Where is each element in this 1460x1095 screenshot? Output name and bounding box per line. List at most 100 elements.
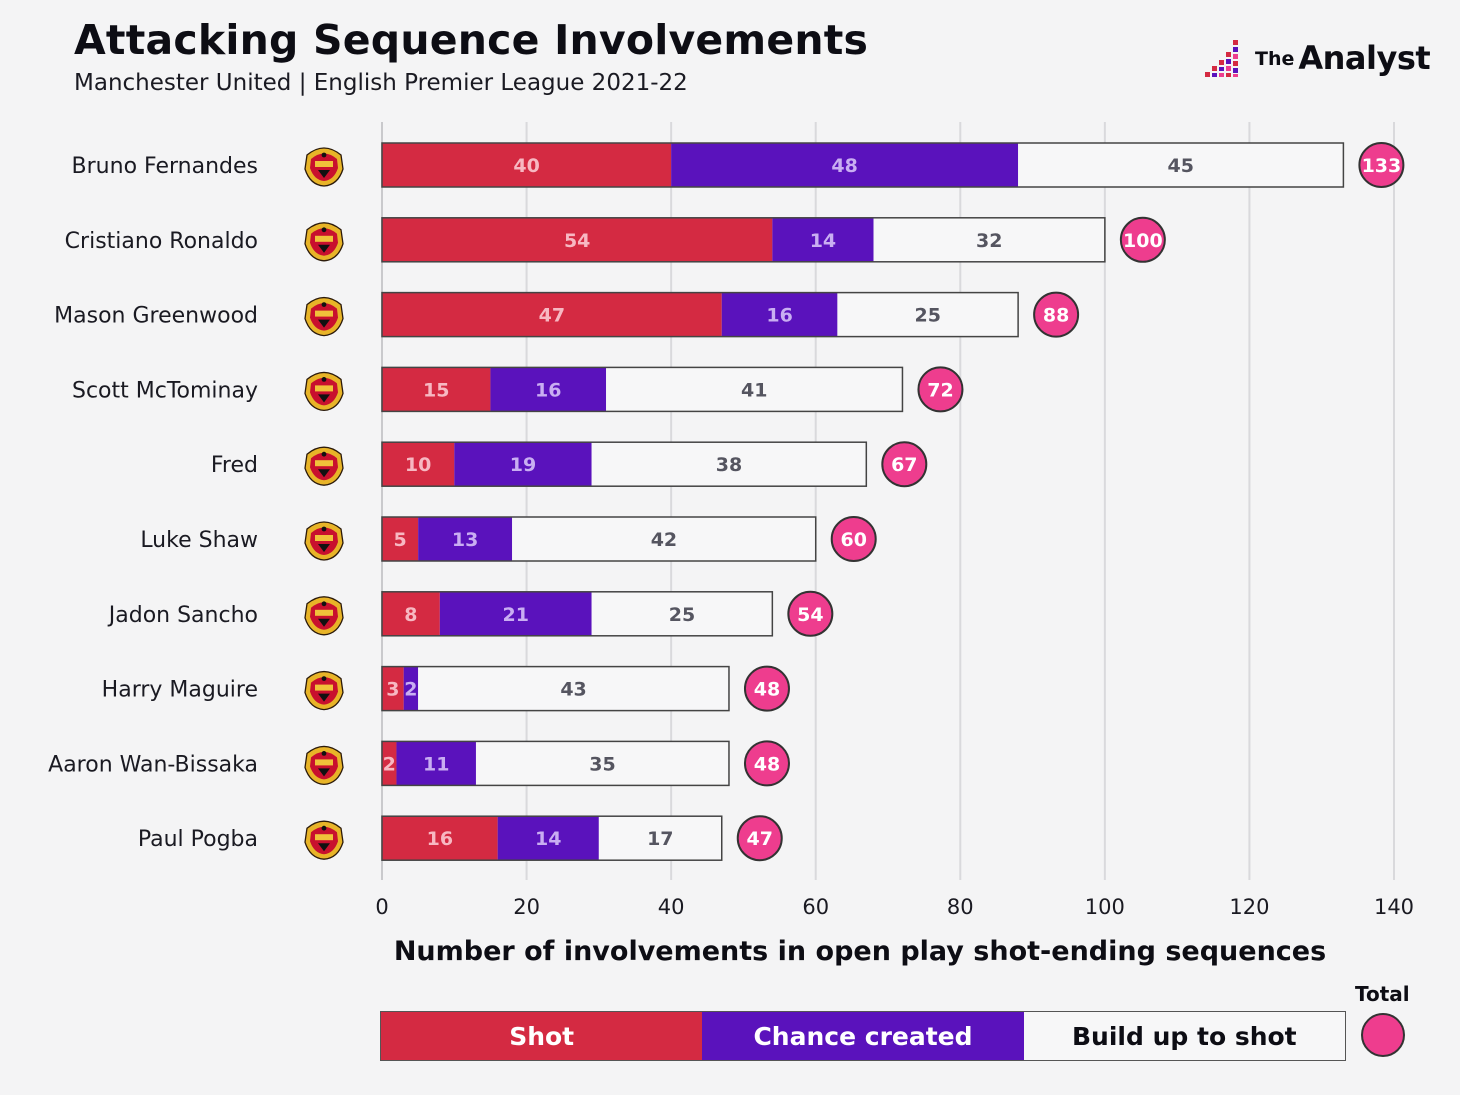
bar-label-build-up: 45 (1168, 155, 1194, 177)
bar-segment-shot (382, 741, 397, 786)
bar-label-build-up: 41 (741, 379, 767, 401)
total-marker (736, 815, 783, 862)
x-tick-label: 100 (1085, 895, 1125, 919)
bar-label-shot: 2 (383, 753, 396, 775)
player-name: Mason Greenwood (54, 304, 258, 329)
bar-outline (381, 591, 774, 637)
bar-label-build-up: 25 (915, 305, 941, 327)
bar-label-build-up: 35 (589, 753, 615, 775)
player-name: Luke Shaw (140, 528, 258, 553)
bar-segment-build-up (512, 517, 816, 561)
bar-label-build-up: 32 (976, 230, 1002, 252)
x-tick-label: 20 (513, 895, 540, 919)
bar-segment-chance-created (490, 367, 607, 412)
man-utd-crest-icon (304, 820, 344, 860)
player-name: Paul Pogba (138, 827, 258, 852)
bar-label-build-up: 43 (560, 679, 586, 701)
bar-segment-chance-created (396, 741, 476, 786)
bar-segment-shot (382, 591, 440, 636)
bar-label-build-up: 42 (651, 529, 677, 551)
bar-segment-chance-created (721, 292, 838, 337)
legend-total-marker (1361, 1013, 1405, 1057)
bar-outline (381, 441, 868, 487)
bar-outline (381, 366, 904, 413)
player-name: Jadon Sancho (107, 603, 258, 628)
player-name: Bruno Fernandes (72, 154, 258, 179)
bar-segment-chance-created (454, 442, 592, 487)
bar-label-chance-created: 16 (535, 379, 561, 401)
bar-segment-shot (382, 816, 498, 861)
total-marker (787, 590, 834, 637)
bar-segment-shot (382, 143, 672, 187)
bar-label-chance-created: 16 (766, 305, 792, 327)
bar-outline (381, 815, 723, 861)
bar-segment-chance-created (671, 143, 1019, 187)
bar-segment-build-up (606, 367, 903, 412)
bar-outline (381, 291, 1019, 338)
bar-outline (381, 217, 1106, 263)
bar-label-shot: 10 (405, 454, 431, 476)
total-marker (881, 441, 928, 488)
x-axis-title: Number of involvements in open play shot… (393, 936, 1327, 967)
bar-label-chance-created: 48 (831, 155, 857, 177)
bar-segment-shot (382, 517, 419, 561)
bar-chart: 0 20 40 60 80 100 120 140 Bruno Fernandes 40 48 45 1… (48, 122, 1414, 919)
bar-segment-shot (382, 666, 404, 711)
total-label: 72 (927, 379, 953, 401)
total-marker (743, 740, 790, 787)
bar-segment-chance-created (439, 591, 592, 636)
legend-chance-created: Chance created (702, 1012, 1024, 1060)
bar-label-chance-created: 13 (452, 529, 478, 551)
x-tick-label: 60 (802, 895, 829, 919)
bar-label-shot: 16 (427, 828, 453, 850)
x-tick-label: 0 (375, 895, 388, 919)
total-label: 88 (1043, 305, 1069, 327)
bar-segment-build-up (873, 217, 1105, 262)
bar-label-chance-created: 11 (423, 753, 449, 775)
man-utd-crest-icon (304, 745, 344, 786)
man-utd-crest-icon (304, 521, 344, 561)
the-analyst-logo-icon (1205, 40, 1238, 77)
bar-label-chance-created: 19 (510, 454, 536, 476)
total-label: 67 (891, 454, 917, 476)
bar-outline (381, 142, 1345, 188)
bar-outline (381, 740, 730, 787)
total-marker (1033, 291, 1080, 338)
total-marker (917, 366, 964, 413)
man-utd-crest-icon (304, 446, 344, 486)
bar-segment-shot (382, 367, 491, 412)
player-name: Harry Maguire (102, 678, 258, 703)
bar-label-shot: 54 (564, 230, 590, 252)
total-label: 48 (754, 679, 780, 701)
player-name: Cristiano Ronaldo (65, 229, 258, 254)
brand-logo: The Analyst (1203, 36, 1431, 80)
bar-label-chance-created: 2 (404, 679, 417, 701)
bar-label-build-up: 38 (716, 454, 742, 476)
bar-segment-build-up (591, 442, 867, 487)
man-utd-crest-icon (304, 371, 344, 412)
bar-segment-chance-created (772, 217, 874, 262)
bar-label-shot: 47 (539, 305, 565, 327)
bar-segment-build-up (418, 666, 729, 711)
man-utd-crest-icon (304, 147, 344, 187)
bar-outline (381, 516, 817, 562)
bar-segment-shot (382, 292, 722, 337)
man-utd-crest-icon (304, 222, 344, 262)
total-marker (1119, 216, 1166, 263)
bar-segment-shot (382, 442, 455, 487)
bar-label-chance-created: 21 (503, 604, 529, 626)
man-utd-crest-icon (304, 596, 344, 636)
bar-label-build-up: 25 (669, 604, 695, 626)
total-label: 60 (840, 529, 866, 551)
player-name: Fred (211, 453, 258, 478)
player-name: Aaron Wan-Bissaka (48, 752, 258, 777)
total-label: 47 (747, 828, 773, 850)
x-tick-label: 40 (658, 895, 685, 919)
legend-shot: Shot (381, 1012, 703, 1060)
bar-label-shot: 3 (386, 679, 399, 701)
bar-segment-build-up (837, 292, 1019, 337)
total-marker (1358, 142, 1405, 188)
total-label: 48 (754, 753, 780, 775)
bar-label-chance-created: 14 (810, 230, 836, 252)
bar-segment-build-up (1018, 143, 1344, 187)
